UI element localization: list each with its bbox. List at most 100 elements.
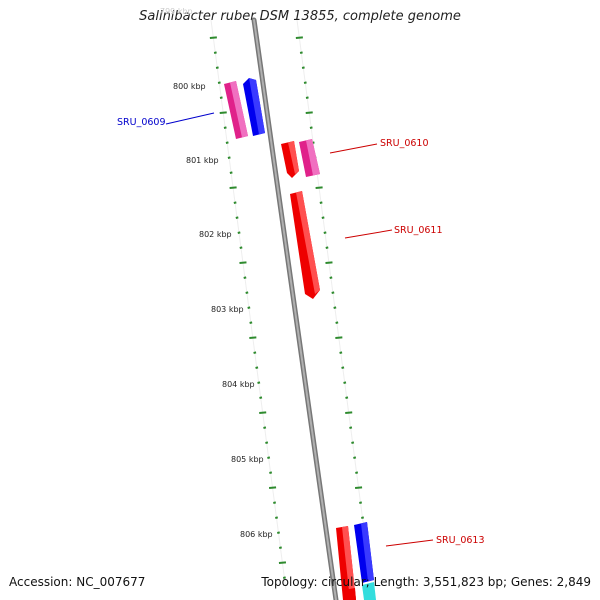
scale-tick: [247, 306, 251, 309]
scale-tick: [249, 321, 253, 324]
gene-sru-0610-red[interactable]: [281, 141, 299, 178]
scale-tick: [227, 156, 231, 159]
scale-label-801: 801 kbp: [186, 156, 219, 165]
gene-sru-0610[interactable]: [299, 139, 320, 177]
scale-tick: [259, 396, 263, 399]
scale-tick: [239, 246, 243, 249]
scale-tick: [229, 171, 233, 174]
scale-tick: [243, 276, 247, 279]
scale-tick: [295, 36, 303, 39]
leader-sru-0611: [344, 229, 393, 239]
scale-tick: [323, 231, 327, 234]
scale-tick: [345, 411, 353, 414]
scale-tick: [269, 471, 273, 474]
scale-tick: [325, 261, 333, 264]
scale-tick: [267, 456, 271, 459]
scale-tick: [219, 111, 227, 114]
scale-tick: [349, 426, 353, 429]
gene-sru-0613-blue[interactable]: [354, 522, 374, 583]
scale-tick: [301, 66, 305, 69]
gene-label-sru-0611[interactable]: SRU_0611: [394, 225, 443, 236]
gene-sru-0613-red[interactable]: [336, 526, 356, 600]
scale-tick: [305, 111, 313, 114]
scale-tick: [343, 381, 347, 384]
gene-sru-0609[interactable]: [243, 78, 265, 136]
scale-tick: [361, 516, 365, 519]
scale-label-803: 803 kbp: [211, 305, 244, 314]
scale-tick: [335, 336, 343, 339]
gene-sru-0609-magenta[interactable]: [224, 81, 248, 139]
scale-tick: [249, 336, 257, 339]
scale-tick: [235, 216, 239, 219]
scale-tick: [282, 576, 286, 579]
scale-label-799: 799 kbp: [160, 7, 193, 16]
gene-red-partial[interactable]: [343, 588, 356, 600]
scale-label-802: 802 kbp: [199, 230, 232, 239]
scale-tick: [229, 186, 237, 189]
scale-tick: [319, 201, 323, 204]
scale-tick: [233, 201, 237, 204]
scale-tick: [335, 321, 339, 324]
scale-tick: [353, 456, 357, 459]
scale-tick: [325, 246, 329, 249]
scale-tick: [263, 426, 267, 429]
genome-summary-text: Topology: circular; Length: 3,551,823 bp…: [261, 575, 591, 589]
scale-tick: [257, 381, 261, 384]
scale-tick: [255, 366, 259, 369]
scale-tick: [331, 291, 335, 294]
scale-tick: [333, 306, 337, 309]
scale-tick: [275, 516, 279, 519]
scale-tick: [265, 441, 269, 444]
accession-text: Accession: NC_007677: [9, 575, 146, 589]
scale-tick: [213, 51, 217, 54]
gene-label-sru-0609[interactable]: SRU_0609: [117, 117, 166, 128]
gene-sru-0611[interactable]: [290, 191, 320, 299]
genome-backbone-highlight: [253, 19, 337, 600]
scale-tick: [315, 186, 323, 189]
scale-tick: [273, 501, 277, 504]
scale-tick: [215, 66, 219, 69]
scale-tick: [278, 546, 282, 549]
scale-tick: [299, 51, 303, 54]
scale-tick: [209, 36, 217, 39]
leader-sru-0613: [385, 539, 434, 547]
scale-label-805: 805 kbp: [231, 455, 264, 464]
scale-tick: [253, 351, 257, 354]
scale-tick: [225, 141, 229, 144]
scale-tick: [354, 486, 363, 489]
scale-tick: [303, 81, 307, 84]
scale-ticks: [209, 36, 373, 579]
scale-tick: [239, 261, 247, 264]
genome-title: Salinibacter ruber DSM 13855, complete g…: [139, 9, 461, 24]
scale-tick: [277, 531, 280, 534]
leader-sru-0609: [165, 112, 215, 125]
scale-tick: [305, 96, 309, 99]
scale-tick: [339, 351, 343, 354]
gene-label-sru-0610[interactable]: SRU_0610: [380, 138, 429, 149]
track-outline: [210, 19, 373, 591]
scale-tick: [268, 486, 277, 489]
scale-label-804: 804 kbp: [222, 380, 255, 389]
scale-tick: [359, 501, 363, 504]
scale-tick: [329, 276, 333, 279]
scale-tick: [351, 441, 355, 444]
gene-label-sru-0613[interactable]: SRU_0613: [436, 535, 485, 546]
scale-label-800: 800 kbp: [173, 82, 206, 91]
scale-tick: [278, 561, 287, 564]
scale-tick: [259, 411, 267, 414]
leader-sru-0610: [329, 143, 378, 154]
scale-tick: [309, 126, 313, 129]
scale-tick: [237, 231, 241, 234]
scale-tick: [245, 291, 249, 294]
scale-tick: [355, 471, 359, 474]
scale-tick: [321, 216, 325, 219]
scale-tick: [223, 126, 227, 129]
gene-cyan-partial[interactable]: [362, 582, 376, 600]
scale-label-806: 806 kbp: [240, 530, 273, 539]
scale-tick: [219, 96, 223, 99]
scale-tick: [217, 81, 221, 84]
scale-tick: [341, 366, 345, 369]
scale-tick: [345, 396, 349, 399]
